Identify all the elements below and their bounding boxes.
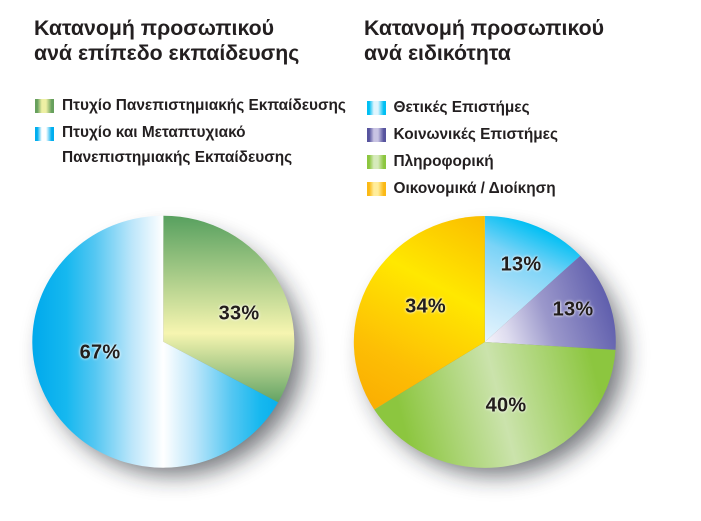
left-chart-title: Κατανομή προσωπικού ανά επίπεδο εκπαίδευ… — [34, 16, 299, 64]
sciences-swatch-icon — [366, 101, 386, 115]
legend-item-sciences: Θετικές Επιστήμες — [366, 99, 530, 120]
label-postgraduate-pct: 67% — [79, 341, 121, 364]
pie-slice-sciences[interactable] — [484, 215, 581, 342]
pie-specialty — [353, 215, 616, 468]
pie-slice-social-sciences[interactable] — [484, 255, 616, 350]
pie-education-level — [32, 215, 295, 468]
right-chart-title-line2: ανά ειδικότητα — [364, 40, 511, 65]
legend-item-social-sciences: Κοινωνικές Επιστήμες — [366, 126, 558, 147]
legend-item-postgraduate: Πτυχίο και Μεταπτυχιακό Πανεπιστημιακής … — [35, 124, 298, 170]
postgraduate-swatch-icon — [35, 126, 54, 141]
pie-slice-economics[interactable] — [353, 216, 485, 410]
legend-item-economics: Οικονομικά / Διοίκηση — [366, 180, 556, 201]
label-degree-pct: 33% — [218, 302, 260, 325]
legend-label-sciences: Θετικές Επιστήμες — [393, 98, 530, 116]
legend-item-informatics: Πληροφορική — [366, 153, 494, 174]
social-sciences-swatch-icon — [366, 128, 386, 142]
legend-label-degree: Πτυχίο Πανεπιστημιακής Εκπαίδευσης — [62, 96, 346, 114]
right-chart-title: Κατανομή προσωπικού ανά ειδικότητα — [364, 16, 604, 64]
degree-swatch-icon — [35, 99, 54, 113]
pie-slice-informatics[interactable] — [374, 342, 616, 468]
label-informatics-pct: 40% — [485, 394, 527, 417]
legend-item-degree: Πτυχίο Πανεπιστημιακής Εκπαίδευσης — [35, 97, 346, 118]
informatics-swatch-icon — [366, 155, 386, 169]
left-chart-title-line2: ανά επίπεδο εκπαίδευσης — [34, 40, 300, 65]
right-chart-title-line1: Κατανομή προσωπικού — [364, 16, 605, 41]
legend-label-social-sciences: Κοινωνικές Επιστήμες — [393, 125, 559, 143]
legend-label-postgraduate: Πτυχίο και Μεταπτυχιακό Πανεπιστημιακής … — [62, 124, 293, 166]
label-sciences-pct: 13% — [500, 253, 542, 276]
label-social-sciences-pct: 13% — [552, 298, 594, 321]
economics-swatch-icon — [366, 182, 386, 196]
legend-label-economics: Οικονομικά / Διοίκηση — [393, 179, 556, 197]
pie-slice-postgraduate[interactable] — [32, 215, 279, 468]
left-chart-title-line1: Κατανομή προσωπικού — [34, 16, 275, 41]
legend-label-informatics: Πληροφορική — [393, 152, 494, 170]
pie-slice-degree[interactable] — [163, 215, 295, 403]
label-economics-pct: 34% — [405, 295, 446, 318]
